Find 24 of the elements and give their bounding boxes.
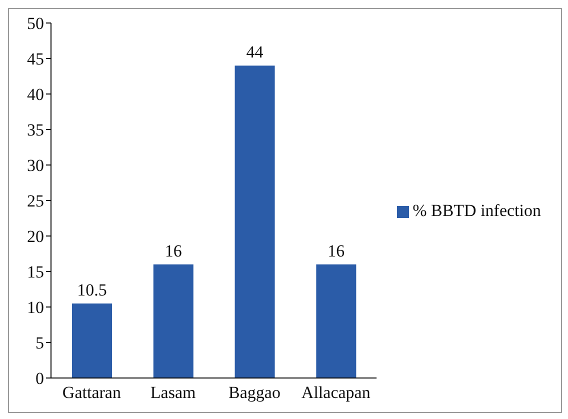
bar [153, 264, 194, 378]
y-tick-label: 15 [27, 262, 44, 282]
y-tick-label: 35 [27, 120, 44, 140]
y-tick-label: 0 [36, 369, 44, 388]
bar [316, 264, 356, 378]
data-label: 16 [328, 241, 345, 260]
data-label: 16 [164, 241, 182, 260]
x-tick-label: Baggao [228, 383, 280, 402]
bar [72, 303, 112, 378]
y-tick-label: 50 [27, 14, 44, 34]
x-tick-label: Allacapan [301, 383, 371, 402]
legend-label: % BBTD infection [412, 200, 541, 220]
y-tick-label: 20 [27, 227, 44, 246]
data-label: 10.5 [77, 280, 107, 300]
y-tick-label: 45 [27, 50, 44, 69]
y-tick-label: 5 [36, 334, 44, 353]
x-tick-label: Lasam [150, 383, 196, 402]
y-tick-label: 10 [27, 298, 44, 318]
y-tick-label: 40 [27, 85, 44, 104]
y-tick-label: 30 [27, 156, 44, 176]
data-label: 44 [246, 42, 264, 62]
bar [234, 66, 275, 378]
y-tick-label: 25 [27, 192, 44, 211]
x-tick-label: Gattaran [62, 383, 122, 402]
